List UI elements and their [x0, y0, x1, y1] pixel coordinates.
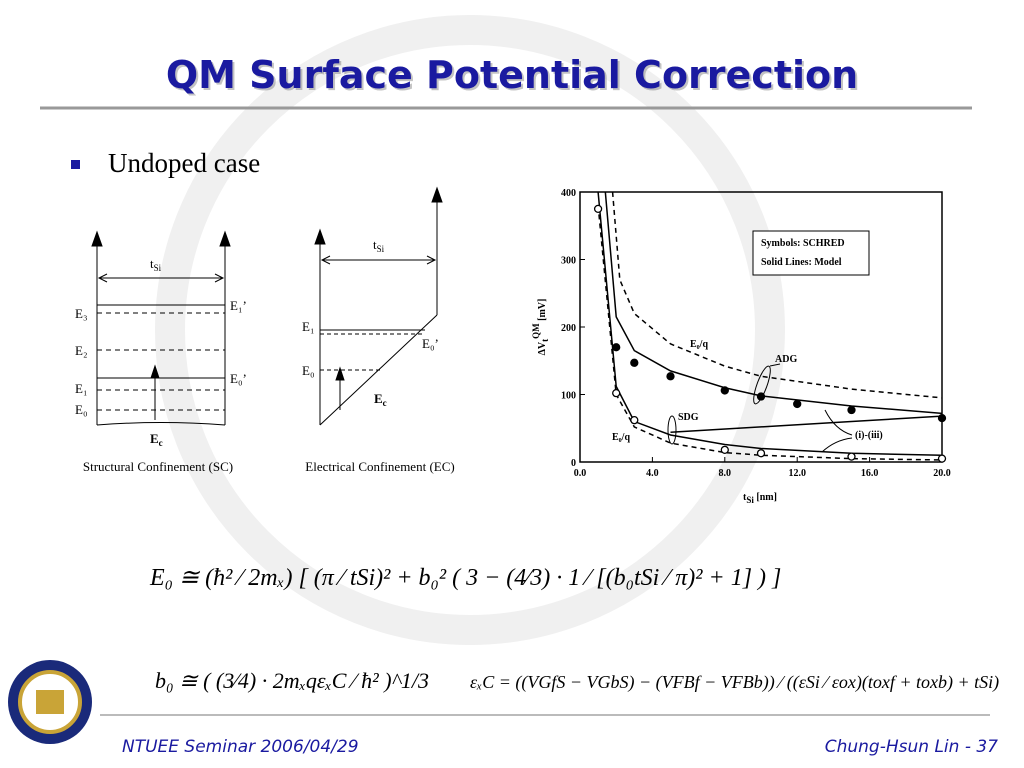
annotation: (i)-(iii): [855, 430, 883, 441]
annotation: ADG: [775, 354, 797, 365]
model-line: [597, 205, 942, 461]
ec-width: tSi: [373, 237, 385, 254]
model-line: [670, 415, 942, 434]
annotation: SDG: [678, 412, 699, 423]
model-line: [611, 192, 942, 399]
x-axis-label: tSi [nm]: [743, 492, 777, 505]
data-point: [793, 399, 802, 409]
bullet-marker: [71, 160, 80, 169]
x-tick-label: 8.0: [719, 468, 732, 479]
data-point: [756, 449, 766, 458]
bullet-text: Undoped case: [108, 148, 260, 178]
y-tick-label: 400: [561, 188, 576, 199]
data-point: [666, 372, 675, 381]
data-point: [847, 452, 856, 461]
plot-legend-text: Symbols: SCHRED: [761, 238, 845, 249]
sc-e2: E₂: [75, 343, 87, 358]
plot-legend-box: [752, 230, 870, 276]
data-point: [937, 454, 947, 463]
x-tick-label: 4.0: [646, 468, 659, 479]
title: QM Surface Potential Correction: [166, 53, 858, 97]
sc-width: tSi: [150, 256, 162, 273]
x-tick-label: 20.0: [933, 468, 951, 479]
plot-legend-text: Solid Lines: Model: [761, 257, 842, 268]
plot: Symbols: SCHRED Solid Lines: Model tSi […: [531, 188, 951, 505]
sc-diagram: [91, 230, 231, 426]
annotation: E₀/q: [690, 339, 708, 350]
sc-e1: E₁: [75, 381, 87, 396]
equation: b₀ ≅ ( (3⁄4) · 2mₓqεₓC ⁄ ħ² )^1/3: [155, 668, 429, 693]
data-point: [630, 415, 639, 425]
y-axis-label: ΔVtQM [mV]: [531, 299, 550, 356]
footer-left: NTUEE Seminar 2006/04/29: [122, 737, 359, 757]
data-point: [630, 358, 639, 367]
data-point: [720, 386, 729, 395]
model-line: [604, 192, 942, 415]
ec-diagram: [314, 186, 443, 426]
y-tick-label: 200: [561, 323, 576, 334]
data-point: [593, 204, 603, 214]
logo-emblem: [36, 690, 64, 714]
annotation-marks: [667, 363, 853, 453]
sc-e3: E₃: [75, 306, 87, 321]
sc-ec: Ec: [150, 431, 163, 448]
y-tick-label: 300: [561, 256, 576, 267]
x-tick-label: 0.0: [574, 468, 587, 479]
annotation: E₀/q: [612, 432, 630, 443]
data-point: [847, 405, 856, 415]
data-point: [612, 343, 621, 352]
data-point: [937, 413, 947, 423]
ec-e0p: E₀’: [422, 336, 439, 351]
ec-ec: Ec: [374, 391, 387, 408]
title-shadow: QM Surface Potential Correction: [168, 55, 860, 99]
equation: εₓC = ((VGfS − VGbS) − (VFBf − VFBb)) ⁄ …: [470, 672, 999, 693]
ec-e1: E₁: [302, 319, 314, 334]
x-tick-label: 12.0: [788, 468, 806, 479]
equation: E₀ ≅ (ħ² ⁄ 2mₓ) [ (π ⁄ tSi)² + b₀² ( 3 −…: [149, 565, 781, 591]
sc-caption: Structural Confinement (SC): [83, 459, 233, 474]
data-point: [756, 392, 766, 401]
data-point: [720, 445, 729, 455]
x-tick-label: 16.0: [861, 468, 879, 479]
ec-e0: E₀: [302, 363, 314, 378]
sc-e0p: E₀’: [230, 371, 247, 386]
y-tick-label: 100: [561, 391, 576, 402]
data-point: [612, 388, 621, 398]
sc-e0: E₀: [75, 402, 87, 417]
watermark: [155, 15, 785, 645]
footer-right: Chung-Hsun Lin - 37: [825, 737, 998, 757]
y-tick-label: 0: [571, 458, 576, 469]
ec-caption: Electrical Confinement (EC): [305, 459, 454, 474]
logo: [8, 660, 92, 744]
sc-e1p: E₁’: [230, 298, 247, 313]
